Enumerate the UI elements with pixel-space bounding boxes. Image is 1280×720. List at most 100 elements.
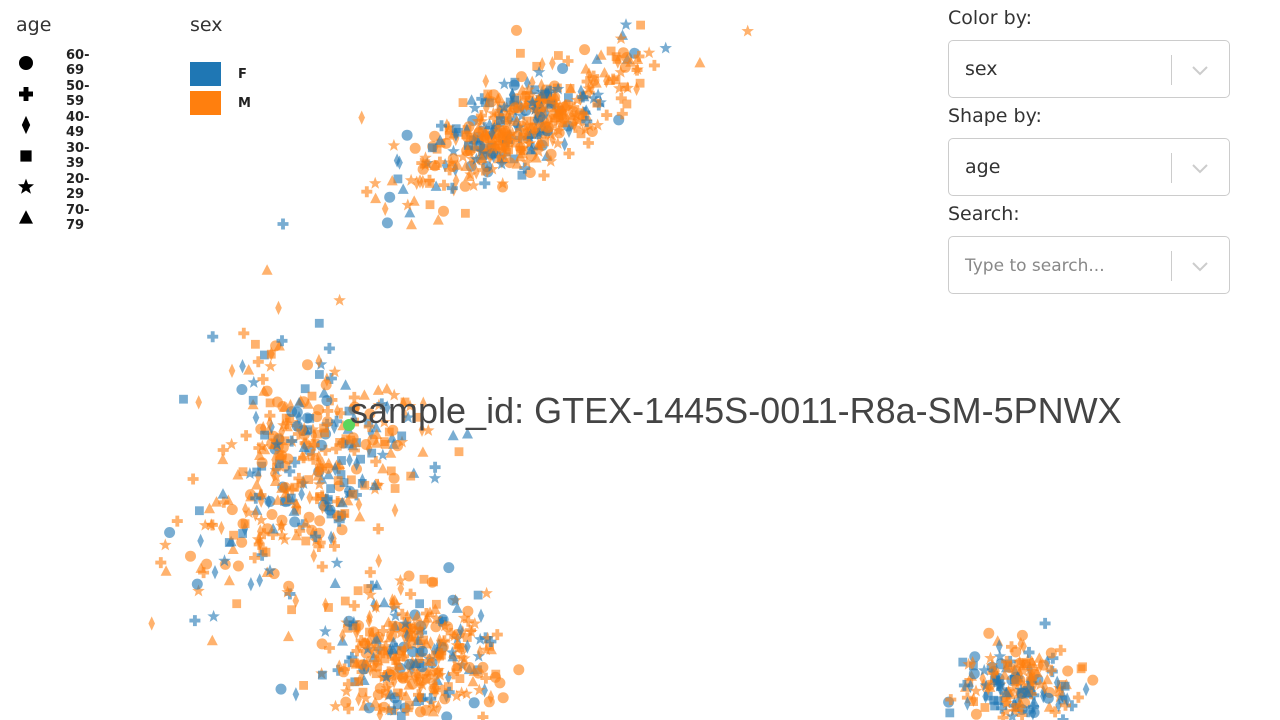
scatter-point[interactable] <box>370 633 382 644</box>
scatter-point[interactable] <box>462 144 474 155</box>
scatter-point[interactable] <box>499 112 513 125</box>
scatter-point[interactable] <box>588 75 600 86</box>
scatter-point[interactable] <box>446 646 459 658</box>
scatter-point[interactable] <box>364 408 376 420</box>
scatter-point[interactable] <box>387 138 401 151</box>
scatter-point[interactable] <box>550 98 563 111</box>
shape-legend-item[interactable]: 40-49 <box>14 110 90 140</box>
scatter-point[interactable] <box>283 630 294 642</box>
scatter-point[interactable] <box>479 177 491 189</box>
scatter-point[interactable] <box>1023 646 1035 658</box>
scatter-point[interactable] <box>299 681 308 690</box>
scatter-point[interactable] <box>614 65 628 78</box>
scatter-point[interactable] <box>511 24 522 36</box>
scatter-point[interactable] <box>515 109 529 122</box>
scatter-point[interactable] <box>581 76 593 88</box>
scatter-point[interactable] <box>179 394 188 404</box>
scatter-point[interactable] <box>945 694 957 706</box>
scatter-point[interactable] <box>538 169 550 181</box>
scatter-point[interactable] <box>741 24 754 37</box>
scatter-point[interactable] <box>473 683 486 696</box>
scatter-point[interactable] <box>544 93 556 104</box>
scatter-point[interactable] <box>576 129 586 139</box>
scatter-point[interactable] <box>223 574 235 586</box>
scatter-point[interactable] <box>346 453 353 468</box>
scatter-point[interactable] <box>443 686 455 698</box>
scatter-point[interactable] <box>532 145 545 157</box>
scatter-point[interactable] <box>523 136 536 149</box>
scatter-point[interactable] <box>266 509 278 520</box>
scatter-point[interactable] <box>382 703 396 716</box>
scatter-point[interactable] <box>348 600 360 612</box>
scatter-point[interactable] <box>242 506 256 519</box>
scatter-point[interactable] <box>358 110 365 125</box>
scatter-point[interactable] <box>278 519 285 534</box>
scatter-point[interactable] <box>485 636 497 647</box>
scatter-point[interactable] <box>392 440 404 452</box>
scatter-point[interactable] <box>195 506 204 516</box>
scatter-point[interactable] <box>281 585 294 598</box>
scatter-point[interactable] <box>487 689 495 705</box>
scatter-point[interactable] <box>329 540 340 552</box>
scatter-point[interactable] <box>368 626 379 638</box>
scatter-point[interactable] <box>403 667 417 680</box>
scatter-point[interactable] <box>1026 667 1033 683</box>
scatter-point[interactable] <box>985 658 999 671</box>
scatter-point[interactable] <box>195 562 207 573</box>
scatter-point[interactable] <box>275 683 287 695</box>
scatter-point[interactable] <box>393 659 405 670</box>
scatter-point[interactable] <box>336 496 348 508</box>
scatter-point[interactable] <box>999 669 1011 680</box>
scatter-point[interactable] <box>461 130 471 140</box>
scatter-point[interactable] <box>358 637 370 649</box>
scatter-point[interactable] <box>296 478 306 488</box>
scatter-point[interactable] <box>409 142 421 154</box>
scatter-point[interactable] <box>1022 706 1034 718</box>
scatter-point[interactable] <box>326 484 335 493</box>
scatter-point[interactable] <box>985 681 992 696</box>
scatter-point[interactable] <box>446 182 458 194</box>
scatter-point[interactable] <box>468 617 482 630</box>
scatter-point[interactable] <box>462 428 473 439</box>
scatter-point[interactable] <box>261 264 273 275</box>
scatter-point[interactable] <box>466 94 478 105</box>
scatter-point[interactable] <box>416 157 428 169</box>
scatter-point[interactable] <box>447 594 459 606</box>
scatter-point[interactable] <box>380 670 393 683</box>
scatter-point[interactable] <box>525 143 537 155</box>
scatter-point[interactable] <box>367 448 377 458</box>
scatter-point[interactable] <box>426 576 438 588</box>
scatter-point[interactable] <box>397 581 405 596</box>
scatter-point[interactable] <box>633 50 645 62</box>
scatter-point[interactable] <box>1039 617 1051 629</box>
scatter-point[interactable] <box>148 616 155 631</box>
scatter-point[interactable] <box>286 484 298 496</box>
scatter-point[interactable] <box>396 711 406 720</box>
scatter-point[interactable] <box>238 467 248 477</box>
scatter-point[interactable] <box>591 53 603 64</box>
scatter-point[interactable] <box>385 688 397 700</box>
scatter-point[interactable] <box>324 603 333 612</box>
scatter-point[interactable] <box>995 639 1003 654</box>
scatter-point[interactable] <box>272 494 284 505</box>
scatter-point[interactable] <box>432 214 444 225</box>
scatter-point[interactable] <box>320 444 331 456</box>
scatter-point[interactable] <box>495 157 508 170</box>
scatter-point[interactable] <box>1060 681 1070 691</box>
scatter-point[interactable] <box>400 672 412 684</box>
scatter-point[interactable] <box>516 71 527 83</box>
scatter-point[interactable] <box>512 121 525 134</box>
scatter-point[interactable] <box>275 459 284 469</box>
scatter-point[interactable] <box>458 651 471 664</box>
scatter-point[interactable] <box>501 129 515 142</box>
scatter-point[interactable] <box>312 470 324 481</box>
scatter-point[interactable] <box>535 137 547 149</box>
scatter-point[interactable] <box>252 410 260 425</box>
scatter-point[interactable] <box>160 565 172 576</box>
scatter-point[interactable] <box>419 574 429 584</box>
scatter-point[interactable] <box>198 518 212 531</box>
scatter-point[interactable] <box>307 453 319 465</box>
scatter-point[interactable] <box>1053 675 1061 690</box>
scatter-point[interactable] <box>420 704 432 716</box>
scatter-point[interactable] <box>270 437 284 450</box>
